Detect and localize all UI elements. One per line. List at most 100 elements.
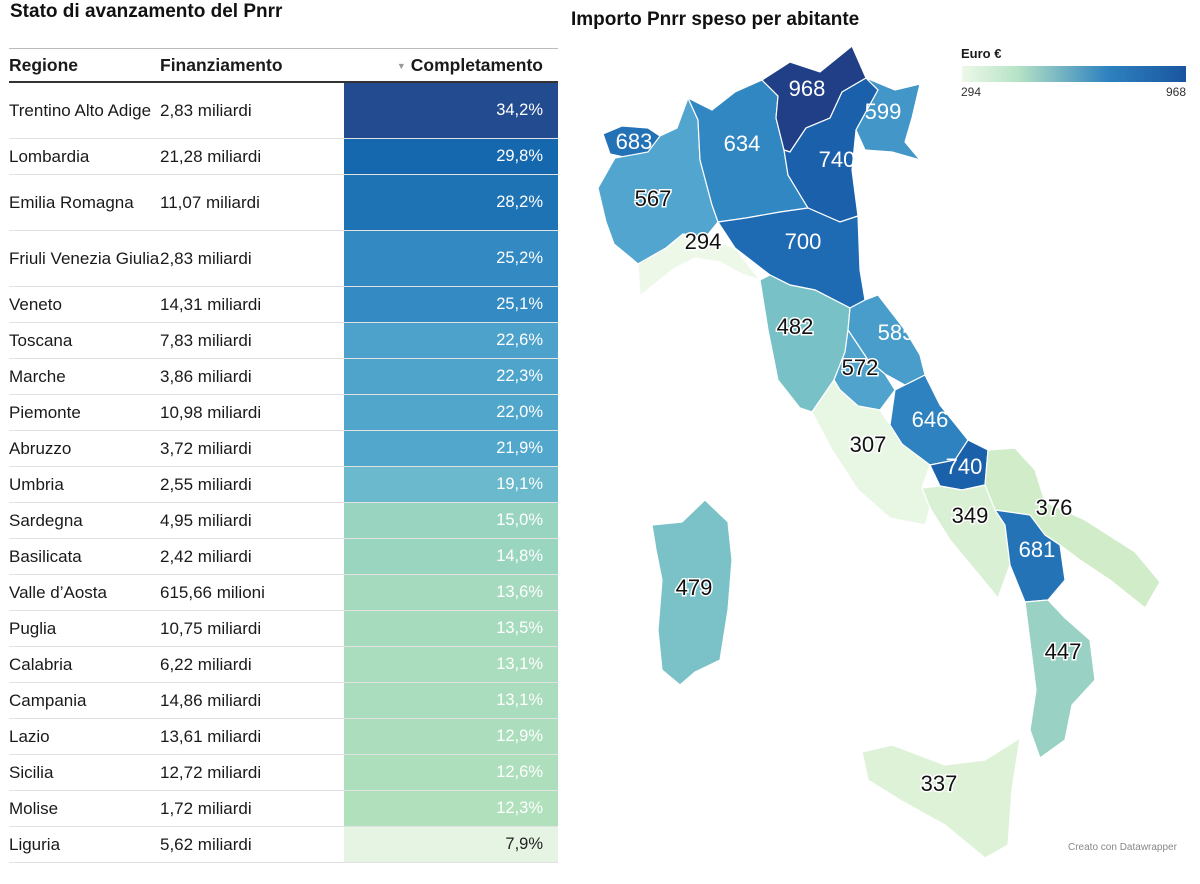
- cell-finanziamento: 12,72 miliardi: [160, 754, 344, 791]
- cell-completamento: 19,1%: [344, 466, 558, 503]
- table-row: Marche 3,86 miliardi 22,3%: [9, 358, 558, 395]
- cell-finanziamento: 3,72 miliardi: [160, 430, 344, 467]
- value-label-marche: 585: [878, 320, 915, 345]
- cell-finanziamento: 3,86 miliardi: [160, 358, 344, 395]
- legend-color-scale: [962, 66, 1186, 82]
- table-row: Calabria 6,22 miliardi 13,1%: [9, 646, 558, 683]
- region-calabria[interactable]: [1024, 599, 1096, 759]
- value-label-toscana: 482: [777, 314, 814, 339]
- legend-min: 294: [961, 85, 982, 99]
- table-header-row: Regione Finanziamento ▼ Completamento: [9, 48, 558, 83]
- cell-regione: Campania: [9, 682, 160, 719]
- region-liguria[interactable]: [637, 233, 762, 298]
- cell-completamento: 12,9%: [344, 718, 558, 755]
- table-row: Campania 14,86 miliardi 13,1%: [9, 682, 558, 719]
- column-header-finanziamento[interactable]: Finanziamento: [160, 48, 344, 83]
- table-row: Umbria 2,55 miliardi 19,1%: [9, 466, 558, 503]
- column-header-completamento-label: Completamento: [410, 54, 543, 75]
- cell-finanziamento: 5,62 miliardi: [160, 826, 344, 863]
- cell-completamento: 13,6%: [344, 574, 558, 611]
- cell-finanziamento: 14,31 miliardi: [160, 286, 344, 323]
- value-label-veneto: 740: [819, 147, 856, 172]
- column-header-completamento[interactable]: ▼ Completamento: [344, 48, 558, 83]
- cell-completamento: 22,3%: [344, 358, 558, 395]
- region-piemonte[interactable]: [597, 96, 719, 265]
- cell-finanziamento: 2,55 miliardi: [160, 466, 344, 503]
- table-row: Toscana 7,83 miliardi 22,6%: [9, 322, 558, 359]
- cell-completamento: 21,9%: [344, 430, 558, 467]
- cell-completamento: 7,9%: [344, 826, 558, 863]
- table-row: Sardegna 4,95 miliardi 15,0%: [9, 502, 558, 539]
- value-label-sardegna: 479: [676, 575, 713, 600]
- cell-regione: Piemonte: [9, 394, 160, 431]
- region-sardegna[interactable]: [651, 499, 733, 686]
- cell-completamento: 13,1%: [344, 682, 558, 719]
- table-row: Friuli Venezia Giulia 2,83 miliardi 25,2%: [9, 230, 558, 287]
- cell-finanziamento: 13,61 miliardi: [160, 718, 344, 755]
- cell-finanziamento: 11,07 miliardi: [160, 174, 344, 231]
- sort-down-icon[interactable]: ▼: [396, 60, 406, 71]
- cell-regione: Lazio: [9, 718, 160, 755]
- cell-finanziamento: 10,75 miliardi: [160, 610, 344, 647]
- cell-finanziamento: 1,72 miliardi: [160, 790, 344, 827]
- cell-regione: Liguria: [9, 826, 160, 863]
- cell-completamento: 22,6%: [344, 322, 558, 359]
- cell-regione: Trentino Alto Adige: [9, 82, 160, 139]
- cell-finanziamento: 2,83 miliardi: [160, 82, 344, 139]
- value-label-calabria: 447: [1045, 639, 1082, 664]
- cell-completamento: 22,0%: [344, 394, 558, 431]
- table-row: Sicilia 12,72 miliardi 12,6%: [9, 754, 558, 791]
- cell-completamento: 12,6%: [344, 754, 558, 791]
- cell-regione: Toscana: [9, 322, 160, 359]
- cell-completamento: 25,1%: [344, 286, 558, 323]
- value-label-lazio: 307: [850, 432, 887, 457]
- cell-regione: Molise: [9, 790, 160, 827]
- cell-finanziamento: 615,66 milioni: [160, 574, 344, 611]
- cell-completamento: 13,1%: [344, 646, 558, 683]
- value-label-piemonte: 567: [635, 186, 672, 211]
- cell-regione: Friuli Venezia Giulia: [9, 230, 160, 287]
- cell-finanziamento: 6,22 miliardi: [160, 646, 344, 683]
- cell-finanziamento: 7,83 miliardi: [160, 322, 344, 359]
- cell-regione: Emilia Romagna: [9, 174, 160, 231]
- table-row: Veneto 14,31 miliardi 25,1%: [9, 286, 558, 323]
- value-label-molise: 740: [946, 454, 983, 479]
- value-label-basilicata: 681: [1019, 537, 1056, 562]
- cell-completamento: 28,2%: [344, 174, 558, 231]
- table-row: Basilicata 2,42 miliardi 14,8%: [9, 538, 558, 575]
- table-row: Valle d’Aosta 615,66 milioni 13,6%: [9, 574, 558, 611]
- cell-completamento: 34,2%: [344, 82, 558, 139]
- table-row: Puglia 10,75 miliardi 13,5%: [9, 610, 558, 647]
- value-label-lombardia: 634: [724, 131, 761, 156]
- value-label-campania: 349: [952, 503, 989, 528]
- region-sicilia[interactable]: [861, 736, 1021, 859]
- value-label-valle-d-aosta: 683: [616, 129, 653, 154]
- legend-max: 968: [1166, 85, 1187, 99]
- region-basilicata[interactable]: [993, 509, 1066, 603]
- cell-regione: Lombardia: [9, 138, 160, 175]
- cell-regione: Veneto: [9, 286, 160, 323]
- cell-completamento: 29,8%: [344, 138, 558, 175]
- cell-finanziamento: 10,98 miliardi: [160, 394, 344, 431]
- legend-title: Euro €: [961, 46, 1002, 61]
- cell-regione: Valle d’Aosta: [9, 574, 160, 611]
- column-header-regione[interactable]: Regione: [9, 48, 160, 83]
- region-friuli-venezia-giulia[interactable]: [855, 77, 922, 162]
- table-row: Lazio 13,61 miliardi 12,9%: [9, 718, 558, 755]
- table-title: Stato di avanzamento del Pnrr: [10, 1, 283, 22]
- cell-finanziamento: 2,83 miliardi: [160, 230, 344, 287]
- progress-table: Regione Finanziamento ▼ Completamento Tre…: [9, 48, 558, 863]
- cell-regione: Abruzzo: [9, 430, 160, 467]
- cell-finanziamento: 14,86 miliardi: [160, 682, 344, 719]
- value-label-puglia: 376: [1036, 495, 1073, 520]
- cell-completamento: 12,3%: [344, 790, 558, 827]
- value-label-umbria: 572: [842, 355, 879, 380]
- value-label-liguria: 294: [685, 229, 722, 254]
- value-label-emilia-romagna: 700: [785, 229, 822, 254]
- cell-completamento: 14,8%: [344, 538, 558, 575]
- cell-regione: Marche: [9, 358, 160, 395]
- cell-regione: Calabria: [9, 646, 160, 683]
- cell-completamento: 25,2%: [344, 230, 558, 287]
- cell-regione: Puglia: [9, 610, 160, 647]
- table-row: Lombardia 21,28 miliardi 29,8%: [9, 138, 558, 175]
